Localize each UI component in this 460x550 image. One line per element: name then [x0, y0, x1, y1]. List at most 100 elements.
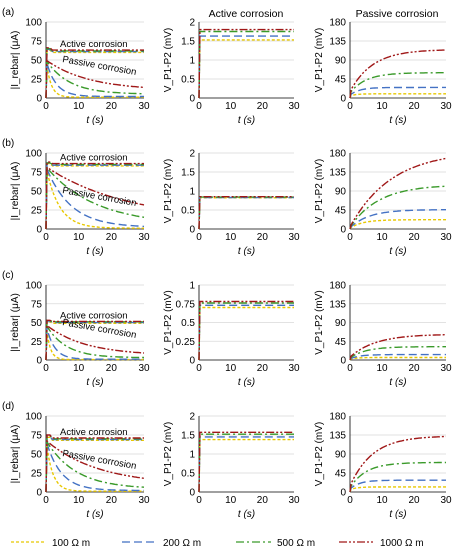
- series-line: [349, 334, 446, 361]
- chart-a-current: 0 25 50 75 100 0 10 20 30 t (s) |I_rebar| (μA) Acti…: [10, 18, 150, 127]
- series-line: [45, 328, 144, 361]
- y-tick-label: 180: [329, 18, 346, 29]
- row-label-c: (c): [2, 270, 14, 281]
- y-tick-label: 2: [189, 149, 195, 160]
- y-tick-label: 0: [340, 488, 346, 499]
- y-axis-label: V_P1-P2 (mV): [163, 422, 174, 486]
- x-tick-label: 0: [196, 101, 202, 112]
- legend-label-500: 500 Ω m: [277, 538, 315, 549]
- y-tick-label: 0: [36, 356, 42, 367]
- y-axis-label: V_P1-P2 (mV): [314, 159, 325, 223]
- y-tick-label: 100: [25, 281, 42, 292]
- x-tick-label: 0: [347, 101, 353, 112]
- series-line: [45, 165, 145, 230]
- series-line: [198, 39, 294, 99]
- series-line: [45, 168, 145, 230]
- y-tick-label: 0: [189, 94, 195, 105]
- y-tick-label: 1.5: [181, 431, 195, 442]
- series-line: [45, 170, 144, 230]
- y-tick-label: 1: [189, 281, 195, 292]
- series-line: [198, 30, 294, 99]
- series-line: [45, 47, 144, 99]
- series-line: [198, 436, 294, 493]
- y-tick-label: 45: [335, 337, 347, 348]
- series-line: [198, 438, 294, 493]
- x-tick-label: 20: [408, 363, 420, 374]
- series-line: [198, 304, 294, 361]
- x-tick-label: 10: [225, 495, 237, 506]
- y-tick-label: 0: [36, 94, 42, 105]
- series-line: [45, 165, 145, 230]
- annotation-active: Active corrosion: [60, 310, 128, 321]
- x-tick-label: 20: [408, 495, 420, 506]
- y-tick-label: 90: [335, 187, 347, 198]
- series-line: [198, 35, 294, 99]
- x-tick-label: 0: [347, 495, 353, 506]
- series-line: [45, 162, 144, 230]
- x-tick-label: 30: [138, 232, 150, 243]
- legend-label-100: 100 Ω m: [52, 538, 90, 549]
- y-tick-label: 0.75: [176, 299, 196, 310]
- x-tick-label: 30: [440, 232, 452, 243]
- x-tick-label: 30: [288, 363, 300, 374]
- column-title-passive: Passive corrosion: [356, 8, 439, 20]
- y-tick-label: 0: [340, 225, 346, 236]
- y-tick-label: 25: [31, 337, 43, 348]
- series-line: [349, 86, 446, 99]
- y-tick-label: 135: [329, 37, 346, 48]
- series-line: [198, 196, 294, 230]
- y-tick-label: 75: [31, 168, 43, 179]
- y-tick-label: 25: [31, 469, 43, 480]
- series-line: [349, 346, 446, 361]
- y-axis-label: V_P1-P2 (mV): [163, 28, 174, 92]
- y-tick-label: 100: [25, 18, 42, 29]
- series-line: [349, 486, 446, 493]
- chart-d-active-voltage: 00.511.520 10 20 30t (s)V_P1-P2 (mV): [163, 412, 300, 521]
- x-tick-label: 10: [73, 101, 85, 112]
- y-tick-label: 135: [329, 168, 346, 179]
- chart-c-passive-voltage: 0 45 90 135 180 0 10 20 30 t (s) V_P1-P2 (mV): [314, 281, 452, 389]
- y-tick-label: 1.5: [181, 37, 195, 48]
- x-axis-label: t (s): [238, 377, 255, 388]
- annotation-active: Active corrosion: [60, 39, 128, 50]
- series-line: [45, 439, 145, 493]
- y-tick-label: 0: [189, 356, 195, 367]
- y-tick-label: 0.5: [181, 75, 195, 86]
- y-tick-label: 50: [31, 187, 43, 198]
- annotation-passive: Passive corrosion: [61, 54, 137, 78]
- x-tick-label: 30: [138, 495, 150, 506]
- series-line: [349, 218, 446, 230]
- y-tick-label: 0: [36, 225, 42, 236]
- y-tick-label: 90: [335, 318, 347, 329]
- x-tick-label: 30: [138, 363, 150, 374]
- y-axis-label: V_P1-P2 (mV): [163, 159, 174, 223]
- y-tick-label: 180: [329, 281, 346, 292]
- y-tick-label: 75: [31, 431, 43, 442]
- y-tick-label: 90: [335, 450, 347, 461]
- x-tick-label: 30: [440, 363, 452, 374]
- y-axis-label: |I_rebar| (μA): [10, 31, 21, 90]
- y-tick-label: 50: [31, 56, 43, 67]
- x-tick-label: 20: [106, 232, 118, 243]
- y-axis-label: |I_rebar| (μA): [10, 162, 21, 221]
- y-tick-label: 0: [189, 488, 195, 499]
- y-tick-label: 0: [36, 488, 42, 499]
- y-axis-label: |I_rebar| (μA): [10, 425, 21, 484]
- x-axis-label: t (s): [86, 115, 103, 126]
- y-tick-label: 1.5: [181, 168, 195, 179]
- y-axis-label: V_P1-P2 (mV): [314, 28, 325, 92]
- y-tick-label: 45: [335, 206, 347, 217]
- y-tick-label: 25: [31, 206, 43, 217]
- x-tick-label: 0: [43, 232, 49, 243]
- y-axis-label: |I_rebar| (μA): [10, 293, 21, 352]
- x-tick-label: 20: [257, 363, 269, 374]
- y-tick-label: 75: [31, 37, 43, 48]
- y-tick-label: 135: [329, 431, 346, 442]
- series-line: [45, 439, 145, 493]
- x-tick-label: 10: [376, 232, 388, 243]
- series-line: [45, 161, 144, 230]
- series-line: [349, 49, 447, 99]
- x-tick-label: 20: [408, 232, 420, 243]
- y-tick-label: 25: [31, 75, 43, 86]
